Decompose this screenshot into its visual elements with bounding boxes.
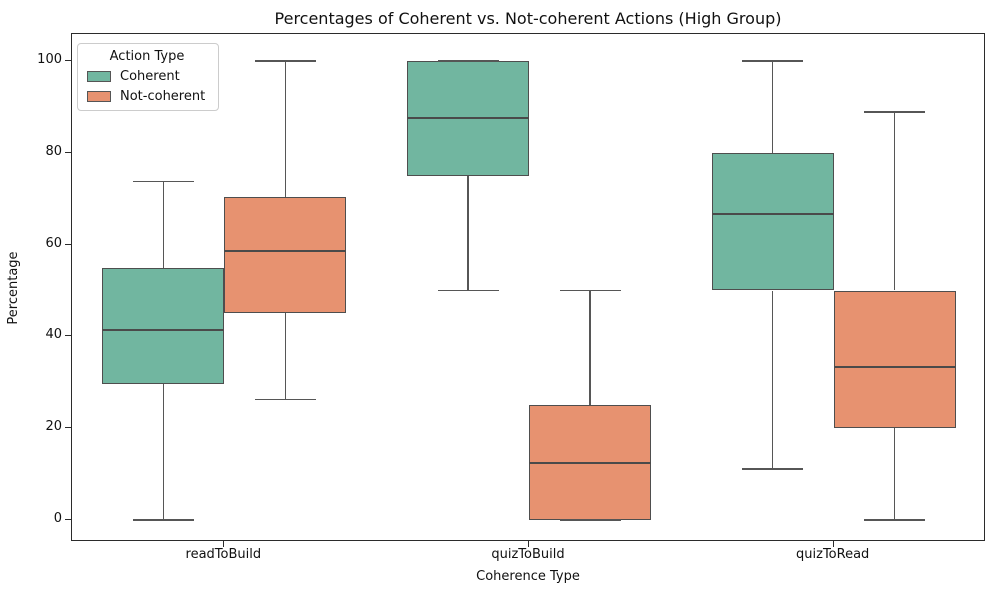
median-coherent-quizToBuild (407, 117, 529, 120)
y-axis-label: Percentage (6, 251, 21, 325)
x-tick-label: readToBuild (185, 547, 262, 562)
coherent-swatch-icon (87, 71, 111, 82)
whisker-upper-coherent-quizToRead (771, 61, 774, 153)
legend-label-not-coherent: Not-coherent (120, 89, 206, 104)
whisker-lower-not-coherent-readToBuild (284, 313, 287, 400)
median-coherent-readToBuild (102, 329, 225, 331)
cap-lower-not-coherent-quizToBuild (559, 519, 621, 521)
legend-label-coherent: Coherent (120, 69, 180, 84)
box-coherent-readToBuild (102, 267, 225, 385)
whisker-lower-coherent-quizToBuild (467, 175, 469, 291)
x-tick-label: quizToRead (796, 547, 870, 562)
y-tick-label: 40 (45, 327, 62, 343)
box-not-coherent-readToBuild (224, 196, 347, 314)
x-axis-label: Coherence Type (476, 569, 580, 584)
whisker-upper-not-coherent-quizToBuild (589, 290, 591, 406)
legend: Action Type Coherent Not-coherent (77, 43, 219, 111)
cap-upper-not-coherent-quizToRead (864, 111, 926, 113)
x-tick-label: quizToBuild (491, 547, 565, 562)
median-not-coherent-quizToBuild (529, 461, 651, 464)
legend-item-coherent: Coherent (84, 69, 210, 84)
y-tick-label: 100 (37, 52, 62, 67)
cap-upper-not-coherent-quizToBuild (559, 289, 621, 292)
whisker-lower-not-coherent-quizToRead (893, 428, 896, 520)
box-coherent-quizToRead (711, 152, 834, 291)
chart-title: Percentages of Coherent vs. Not-coherent… (274, 9, 782, 28)
y-tick-mark (65, 151, 71, 153)
plot-area (71, 33, 985, 541)
legend-title: Action Type (109, 49, 185, 64)
y-tick-label: 0 (53, 511, 62, 526)
median-not-coherent-quizToRead (833, 366, 956, 369)
x-tick-mark (832, 541, 834, 547)
median-coherent-quizToRead (711, 212, 834, 215)
y-tick-mark (65, 243, 71, 245)
legend-item-not-coherent: Not-coherent (84, 89, 210, 104)
cap-lower-not-coherent-quizToRead (864, 519, 926, 521)
y-tick-label: 60 (45, 235, 62, 251)
median-not-coherent-readToBuild (224, 250, 347, 252)
whisker-lower-coherent-readToBuild (162, 384, 165, 520)
y-tick-label: 80 (45, 143, 62, 159)
whisker-upper-not-coherent-readToBuild (284, 61, 287, 197)
cap-lower-coherent-quizToRead (742, 468, 804, 470)
whisker-lower-coherent-quizToRead (771, 290, 774, 470)
cap-upper-coherent-quizToBuild (437, 60, 499, 62)
cap-lower-not-coherent-readToBuild (254, 398, 316, 401)
whisker-upper-not-coherent-quizToRead (893, 111, 896, 291)
y-tick-mark (65, 519, 71, 520)
x-tick-mark (528, 541, 529, 547)
y-tick-mark (65, 427, 71, 429)
y-tick-mark (65, 60, 71, 61)
cap-upper-coherent-quizToRead (742, 60, 804, 62)
cap-upper-not-coherent-readToBuild (254, 60, 316, 62)
x-tick-mark (223, 541, 225, 547)
whisker-upper-coherent-readToBuild (162, 181, 165, 268)
cap-lower-coherent-readToBuild (132, 519, 194, 521)
not-coherent-swatch-icon (87, 91, 111, 102)
cap-lower-coherent-quizToBuild (437, 289, 499, 292)
y-tick-mark (65, 335, 71, 337)
y-tick-label: 20 (45, 419, 62, 435)
box-not-coherent-quizToRead (833, 290, 956, 429)
cap-upper-coherent-readToBuild (132, 180, 194, 183)
